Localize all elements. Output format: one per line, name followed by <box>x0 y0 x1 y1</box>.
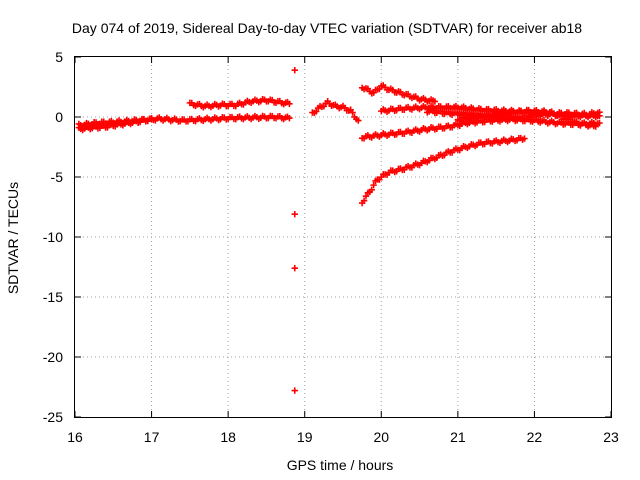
data-point <box>148 116 155 123</box>
series-track-2 <box>75 115 155 134</box>
data-point <box>286 100 293 107</box>
data-point <box>355 117 362 124</box>
x-tick-label: 18 <box>220 429 236 445</box>
y-tick-label: -25 <box>43 409 63 425</box>
x-tick-label: 23 <box>603 429 619 445</box>
data-point <box>362 192 370 200</box>
data-point <box>291 387 298 394</box>
series-track-5 <box>358 82 439 105</box>
series-track-4 <box>309 98 362 124</box>
y-tick-label: 5 <box>55 49 63 65</box>
y-axis-label: SDTVAR / TECUs <box>5 182 21 294</box>
data-point <box>286 115 293 122</box>
data-point <box>291 211 298 218</box>
x-tick-label: 19 <box>297 429 313 445</box>
series-track-10 <box>358 134 528 207</box>
data-point <box>291 67 298 74</box>
data-point <box>368 186 375 193</box>
series-track-3 <box>186 95 293 111</box>
x-tick-label: 21 <box>450 429 466 445</box>
series-track-1 <box>75 112 293 130</box>
plot-frame <box>74 56 612 418</box>
data-point <box>521 135 528 142</box>
data-point <box>291 265 298 272</box>
series-track-7 <box>424 106 603 123</box>
y-tick-label: -10 <box>43 229 63 245</box>
data-point <box>360 197 368 204</box>
chart-title: Day 074 of 2019, Sidereal Day-to-day VTE… <box>72 20 582 36</box>
x-tick-label: 22 <box>527 429 543 445</box>
data-point <box>370 181 377 189</box>
data-point <box>349 109 356 116</box>
series-isolated <box>291 67 298 394</box>
data-point <box>313 108 320 115</box>
x-axis-label: GPS time / hours <box>287 457 394 473</box>
data-point <box>596 109 603 116</box>
x-tick-label: 16 <box>67 429 83 445</box>
y-tick-label: -15 <box>43 289 63 305</box>
series-track-9 <box>358 114 603 142</box>
x-tick-label: 20 <box>373 429 389 445</box>
y-tick-label: -5 <box>51 169 64 185</box>
y-tick-label: -20 <box>43 349 63 365</box>
data-point <box>596 119 603 127</box>
data-point <box>431 98 439 105</box>
x-tick-label: 17 <box>144 429 160 445</box>
y-tick-label: 0 <box>55 109 63 125</box>
